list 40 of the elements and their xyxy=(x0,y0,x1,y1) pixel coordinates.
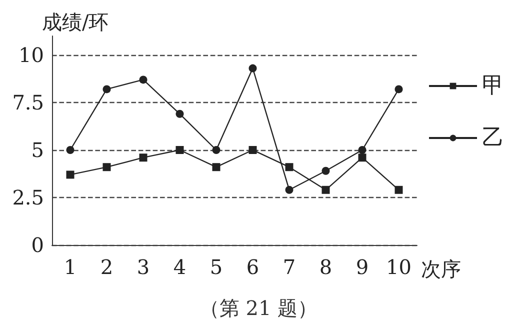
point xyxy=(322,166,330,175)
point xyxy=(212,146,220,154)
point xyxy=(176,110,184,118)
y-tick-label: 5 xyxy=(31,138,44,162)
y-tick-label: 7.5 xyxy=(12,90,44,114)
y-tick-label: 2.5 xyxy=(12,186,44,210)
x-tick-label: 1 xyxy=(64,255,77,279)
x-tick-label: 5 xyxy=(210,255,223,279)
point xyxy=(248,146,257,154)
x-tick-label: 10 xyxy=(386,255,412,279)
x-axis-title: 次序 xyxy=(421,257,461,281)
point xyxy=(322,186,330,194)
point xyxy=(176,146,184,154)
point xyxy=(102,85,111,94)
point xyxy=(358,146,366,154)
legend-label: 甲 xyxy=(482,74,504,98)
point xyxy=(285,186,294,194)
point xyxy=(394,85,403,94)
point xyxy=(139,154,148,162)
y-tick-label: 0 xyxy=(31,233,44,257)
point xyxy=(285,163,294,172)
point xyxy=(102,163,111,172)
x-tick-label: 9 xyxy=(356,255,369,279)
x-tick-label: 8 xyxy=(319,255,332,279)
point xyxy=(66,146,74,154)
text: （第 21 题） xyxy=(199,296,318,320)
x-tick-label: 2 xyxy=(100,255,114,279)
point xyxy=(66,170,74,179)
point xyxy=(139,76,148,84)
x-tick-label: 7 xyxy=(282,255,296,279)
point xyxy=(248,64,257,72)
y-tick-label: 10 xyxy=(18,43,44,67)
point xyxy=(358,154,366,162)
x-tick-label: 6 xyxy=(246,255,260,279)
point xyxy=(212,163,220,172)
legend-label: 乙 xyxy=(482,126,504,150)
x-tick-label: 3 xyxy=(136,255,150,279)
point xyxy=(394,186,403,194)
y-axis-title: 成绩/环 xyxy=(42,10,109,34)
x-tick-label: 4 xyxy=(173,255,186,279)
